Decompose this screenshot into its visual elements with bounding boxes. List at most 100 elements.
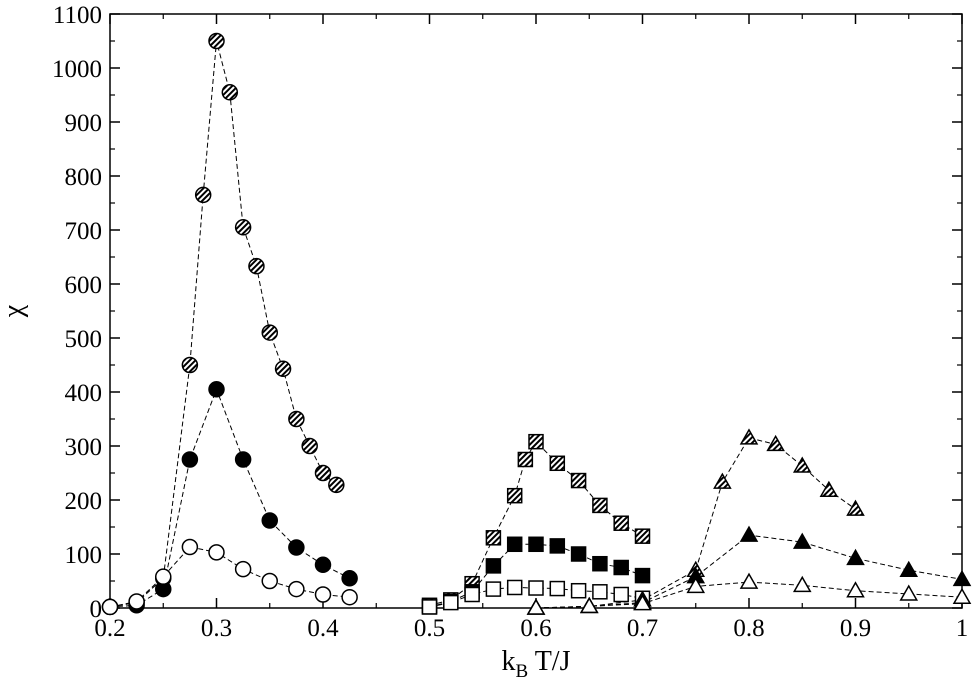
x-axis-label-main: k	[502, 646, 516, 677]
circle-marker-filled	[234, 451, 252, 468]
circle-marker-hatched	[288, 410, 305, 428]
circle-marker-hatched	[181, 356, 199, 374]
square-marker-hatched	[549, 455, 566, 472]
square-marker-hatched	[528, 433, 544, 450]
triangle-marker-open	[633, 594, 652, 611]
triangle-marker-filled	[899, 560, 919, 577]
square-marker-hatched	[634, 528, 651, 544]
triangle-marker-hatched	[792, 456, 812, 473]
square-marker-open	[506, 579, 523, 596]
y-tick-label: 1000	[52, 56, 102, 83]
circle-marker-hatched	[274, 360, 292, 378]
series-lines	[109, 40, 963, 609]
triangle-marker-open	[846, 581, 865, 598]
circle-marker-filled	[208, 381, 225, 398]
triangle-marker-hatched	[739, 428, 759, 445]
square-marker-hatched	[613, 515, 629, 531]
square-marker-filled	[613, 559, 629, 576]
square-marker-filled	[485, 558, 502, 574]
circle-marker-hatched	[194, 186, 212, 204]
circle-marker-filled	[261, 512, 278, 529]
circle-marker-open	[181, 538, 199, 556]
circle-marker-open	[208, 544, 225, 561]
x-tick-label: 0.7	[627, 615, 658, 642]
square-marker-hatched	[506, 487, 523, 504]
x-tick-label: 0.2	[94, 615, 125, 642]
square-marker-hatched	[517, 451, 534, 468]
square-marker-open	[570, 582, 587, 599]
y-tick-label: 1100	[53, 2, 102, 29]
triangle-marker-filled	[792, 532, 812, 549]
y-tick-label: 800	[65, 164, 103, 191]
square-marker-open	[485, 581, 502, 597]
y-tick-label: 900	[65, 110, 103, 137]
circle-marker-open	[155, 568, 172, 585]
triangle-marker-hatched	[846, 499, 865, 516]
square-marker-filled	[528, 536, 544, 553]
series-line-triangle-hatched	[535, 437, 856, 609]
y-tick-label: 600	[65, 272, 103, 299]
x-axis-label: kB T/J	[502, 646, 571, 682]
square-marker-open	[592, 584, 608, 600]
square-marker-hatched	[570, 472, 587, 489]
circle-marker-filled	[341, 570, 358, 587]
circle-marker-open	[341, 588, 358, 606]
series-line-circle-hatched	[109, 40, 337, 608]
y-tick-label: 300	[65, 434, 103, 461]
circle-marker-filled	[314, 556, 332, 574]
circle-marker-hatched	[208, 32, 225, 50]
tick-labels: 0.2 0.3 0.4 0.5 0.6 0.7 0.8 0.9 1 0 100 200 300 400 50…	[52, 2, 968, 642]
square-marker-open	[464, 586, 480, 603]
circle-marker-open	[101, 598, 119, 616]
circle-marker-hatched	[301, 437, 318, 455]
circle-marker-hatched	[234, 219, 252, 236]
circle-marker-open	[288, 580, 305, 598]
square-marker-open	[443, 594, 459, 611]
square-marker-open	[613, 586, 629, 603]
data-markers	[101, 32, 972, 616]
circle-marker-hatched	[261, 324, 278, 341]
square-marker-filled	[592, 555, 608, 572]
circle-marker-open	[314, 586, 332, 603]
square-marker-filled	[634, 567, 651, 584]
square-marker-open	[421, 599, 438, 615]
y-tick-label: 500	[65, 326, 103, 353]
triangle-marker-open	[579, 596, 599, 614]
x-tick-label: 0.5	[414, 615, 445, 642]
triangle-marker-hatched	[766, 434, 785, 452]
triangle-marker-open	[686, 576, 706, 594]
y-tick-label: 100	[65, 542, 103, 569]
x-tick-label: 1	[956, 615, 969, 642]
circle-marker-open	[261, 572, 278, 590]
y-tick-label: 200	[65, 488, 103, 515]
triangle-marker-hatched	[819, 480, 839, 498]
circle-marker-open	[234, 560, 252, 578]
square-marker-filled	[570, 546, 587, 562]
y-axis-label: χ	[0, 304, 29, 318]
triangle-marker-open	[899, 584, 919, 601]
circle-marker-hatched	[314, 464, 332, 482]
circle-marker-hatched	[248, 257, 265, 275]
series-line-circle-open	[109, 546, 350, 608]
x-tick-label: 0.4	[307, 615, 339, 642]
circle-marker-hatched	[221, 84, 239, 101]
triangle-marker-hatched	[713, 472, 732, 489]
circle-marker-hatched	[328, 476, 345, 494]
y-tick-label: 400	[65, 380, 103, 407]
triangle-marker-open	[526, 598, 546, 615]
triangle-marker-filled	[846, 548, 865, 566]
triangle-marker-open	[952, 587, 972, 604]
circle-marker-filled	[181, 451, 199, 468]
square-marker-hatched	[485, 530, 502, 546]
y-tick-label: 700	[65, 218, 103, 245]
x-tick-label: 0.9	[840, 615, 871, 642]
triangle-marker-filled	[952, 569, 972, 587]
series-line-circle-filled	[109, 387, 350, 608]
plot-area	[109, 13, 963, 609]
square-marker-filled	[549, 538, 566, 554]
triangle-marker-open	[792, 575, 812, 593]
triangle-marker-open	[739, 572, 759, 589]
square-marker-filled	[506, 536, 523, 553]
axis-ticks	[109, 13, 963, 609]
